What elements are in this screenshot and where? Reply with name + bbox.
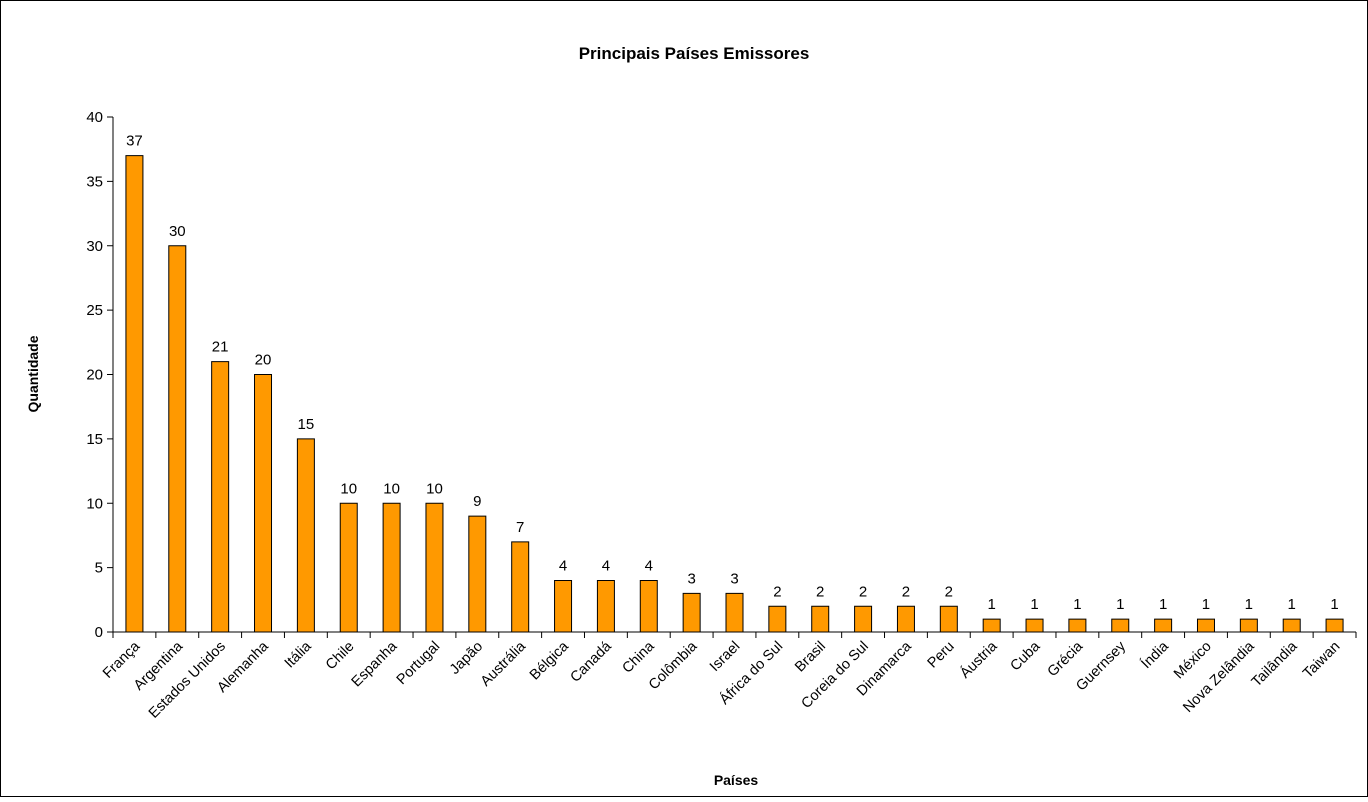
bar xyxy=(596,580,615,633)
y-axis-title: Quantidade xyxy=(25,335,41,412)
bar xyxy=(939,605,958,633)
bar xyxy=(468,515,487,633)
bar xyxy=(339,502,358,633)
data-label: 9 xyxy=(473,493,481,510)
data-label: 1 xyxy=(1330,596,1338,613)
bar xyxy=(639,580,658,633)
bar xyxy=(511,541,530,633)
bar xyxy=(1282,618,1301,633)
bar xyxy=(125,155,144,633)
data-label: 2 xyxy=(773,583,781,600)
y-tick-label: 10 xyxy=(86,495,103,512)
bar xyxy=(1111,618,1130,633)
bar xyxy=(296,438,315,633)
bar xyxy=(1325,618,1344,633)
data-label: 10 xyxy=(426,480,443,497)
data-label: 4 xyxy=(559,558,567,575)
bar xyxy=(382,502,401,633)
data-label: 4 xyxy=(645,558,653,575)
bar xyxy=(554,580,573,633)
chart-title: Principais Países Emissores xyxy=(579,44,810,63)
bar xyxy=(896,605,915,633)
data-label: 30 xyxy=(169,223,186,240)
data-label: 37 xyxy=(126,133,143,150)
data-label: 2 xyxy=(902,583,910,600)
bar xyxy=(811,605,830,633)
data-label: 1 xyxy=(1073,596,1081,613)
bar xyxy=(1196,618,1215,633)
y-tick-label: 40 xyxy=(86,109,103,126)
y-tick-label: 30 xyxy=(86,238,103,255)
bar xyxy=(425,502,444,633)
bar xyxy=(725,592,744,633)
data-label: 20 xyxy=(255,352,272,369)
y-tick-label: 5 xyxy=(95,560,103,577)
data-label: 3 xyxy=(730,570,738,587)
y-tick-label: 15 xyxy=(86,431,103,448)
data-label: 2 xyxy=(945,583,953,600)
bar xyxy=(1068,618,1087,633)
data-label: 1 xyxy=(1288,596,1296,613)
y-tick-label: 20 xyxy=(86,367,103,384)
bar xyxy=(982,618,1001,633)
data-label: 3 xyxy=(687,570,695,587)
bar xyxy=(254,374,273,633)
bar xyxy=(682,592,701,633)
bar xyxy=(1025,618,1044,633)
bar xyxy=(211,361,230,633)
bar xyxy=(1239,618,1258,633)
y-tick-label: 0 xyxy=(95,624,103,641)
data-label: 2 xyxy=(816,583,824,600)
data-label: 2 xyxy=(859,583,867,600)
bar xyxy=(768,605,787,633)
bar xyxy=(854,605,873,633)
data-label: 1 xyxy=(988,596,996,613)
data-label: 1 xyxy=(1245,596,1253,613)
data-label: 7 xyxy=(516,519,524,536)
data-label: 1 xyxy=(1116,596,1124,613)
data-label: 1 xyxy=(1030,596,1038,613)
data-label: 1 xyxy=(1202,596,1210,613)
y-tick-label: 35 xyxy=(86,173,103,190)
data-label: 10 xyxy=(340,480,357,497)
bar xyxy=(1154,618,1173,633)
data-label: 21 xyxy=(212,339,229,356)
data-label: 15 xyxy=(298,416,315,433)
data-label: 10 xyxy=(383,480,400,497)
data-label: 4 xyxy=(602,558,610,575)
x-axis-title: Países xyxy=(714,772,759,788)
y-tick-label: 25 xyxy=(86,302,103,319)
data-label: 1 xyxy=(1159,596,1167,613)
bar xyxy=(168,245,187,633)
